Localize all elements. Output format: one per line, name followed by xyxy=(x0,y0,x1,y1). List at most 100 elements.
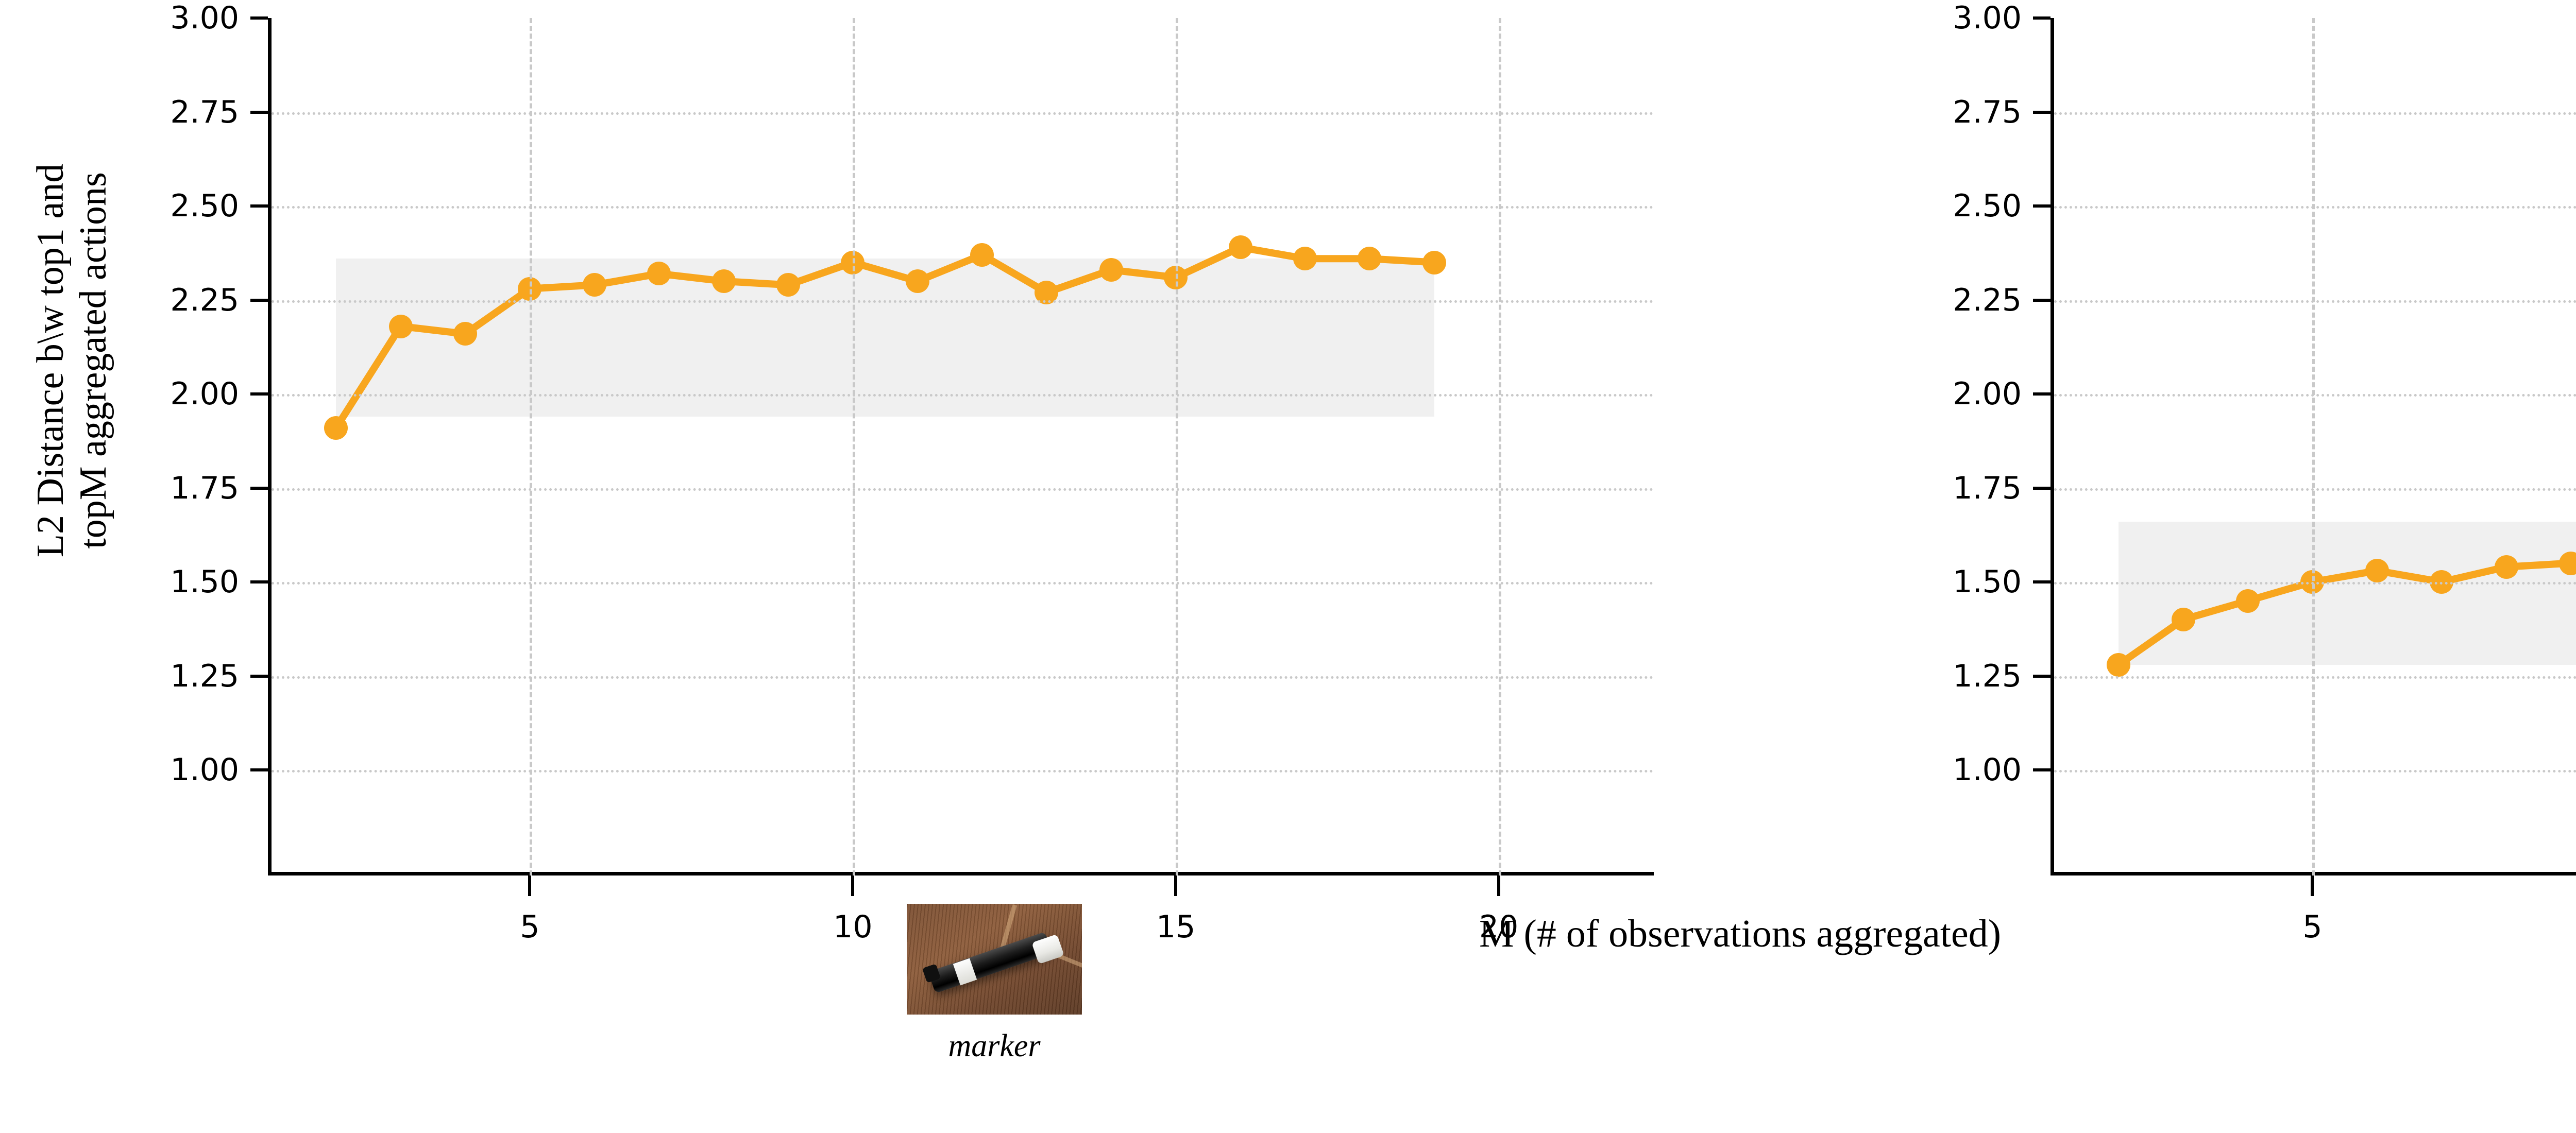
y-axis-tick xyxy=(2033,298,2050,302)
y-axis-tick xyxy=(250,674,268,678)
x-axis-tick-label: 10 xyxy=(833,909,873,945)
y-axis-tick-label: 2.50 xyxy=(170,188,239,224)
y-axis-tick xyxy=(2033,110,2050,114)
data-point xyxy=(2494,555,2518,579)
confidence-band xyxy=(2119,522,2576,665)
data-point xyxy=(1293,247,1317,271)
data-point xyxy=(324,416,348,440)
x-gridline xyxy=(1499,18,1502,876)
data-point xyxy=(776,273,800,297)
y-gridline xyxy=(272,394,1654,397)
x-axis-spine xyxy=(268,872,1654,876)
y-axis-tick-label: 1.75 xyxy=(1953,470,2022,506)
data-point xyxy=(970,243,994,267)
y-gridline xyxy=(272,770,1654,772)
data-point xyxy=(582,273,606,297)
y-axis-tick-label: 1.25 xyxy=(1953,658,2022,694)
y-axis-tick-label: 1.00 xyxy=(1953,752,2022,788)
x-axis-tick-label: 5 xyxy=(2302,909,2323,945)
x-axis-tick-label: 15 xyxy=(1156,909,1196,945)
y-axis-tick xyxy=(2033,768,2050,771)
y-axis-tick xyxy=(250,298,268,302)
y-axis-tick xyxy=(250,580,268,583)
data-point xyxy=(1228,235,1252,260)
y-gridline xyxy=(2054,488,2576,491)
y-axis-tick xyxy=(250,486,268,490)
y-axis-tick xyxy=(2033,674,2050,678)
plot-axes-marker: 3.00 2.75 2.50 2.25 2.00 1.75 1.50 1.25 1.00 5 10 1… xyxy=(170,0,1654,945)
x-gridline xyxy=(853,18,856,876)
thumbnail-caption: marker xyxy=(948,1028,1041,1063)
y-axis-tick xyxy=(250,392,268,396)
data-point xyxy=(388,314,413,338)
x-axis-tick-label: 20 xyxy=(1479,909,1519,945)
data-point xyxy=(1422,250,1446,274)
data-point xyxy=(2171,608,2195,631)
y-axis-tick-label: 1.75 xyxy=(170,470,239,506)
plot-area-marker xyxy=(272,18,1654,770)
data-point xyxy=(1358,247,1382,271)
y-gridline xyxy=(2054,394,2576,397)
y-axis-tick-label: 2.25 xyxy=(170,282,239,318)
y-axis-label-line-1: L2 Distance b\w top1 and xyxy=(29,163,72,558)
y-axis-tick xyxy=(2033,392,2050,396)
y-axis-spine xyxy=(268,18,272,876)
y-axis-tick-label: 2.00 xyxy=(170,376,239,412)
x-axis-tick-label: 5 xyxy=(520,909,540,945)
y-axis-tick-label: 2.00 xyxy=(1953,376,2022,412)
data-point xyxy=(905,269,929,293)
y-axis-tick xyxy=(250,110,268,114)
y-axis-tick-label: 1.25 xyxy=(170,658,239,694)
x-axis-tick xyxy=(851,876,855,896)
data-point xyxy=(647,262,671,286)
x-gridline xyxy=(2312,18,2315,876)
y-gridline xyxy=(272,112,1654,115)
y-gridline xyxy=(2054,112,2576,115)
x-axis-tick xyxy=(528,876,532,896)
y-axis-tick-label: 2.25 xyxy=(1953,282,2022,318)
y-axis-tick xyxy=(2033,580,2050,583)
plot-axes-pen: 3.002.752.502.252.001.751.501.251.005101… xyxy=(1953,0,2576,945)
y-axis-label-line-2: topM aggregated actions xyxy=(72,172,114,549)
thumbnail-marker: marker xyxy=(907,904,1082,1065)
data-point xyxy=(2558,551,2576,575)
y-gridline xyxy=(2054,582,2576,585)
data-point xyxy=(2365,559,2389,583)
y-axis-tick-label: 3.00 xyxy=(170,0,239,36)
data-point xyxy=(711,269,736,293)
data-point xyxy=(2236,589,2260,613)
x-axis-label: M (# of observations aggregated) xyxy=(1479,912,2001,955)
y-axis-tick-label: 2.50 xyxy=(1953,188,2022,224)
y-axis-tick xyxy=(2033,486,2050,490)
y-axis-tick xyxy=(2033,16,2050,20)
data-point xyxy=(1099,258,1123,282)
y-axis-tick xyxy=(2033,204,2050,208)
y-axis-tick-label: 1.00 xyxy=(170,752,239,788)
y-gridline xyxy=(272,488,1654,491)
y-axis-tick-label: 2.75 xyxy=(1953,94,2022,130)
x-axis-tick xyxy=(1497,876,1501,896)
y-axis-tick xyxy=(250,768,268,771)
y-gridline xyxy=(272,676,1654,679)
y-axis-tick-label: 1.50 xyxy=(170,564,239,600)
y-gridline xyxy=(2054,206,2576,209)
y-gridline xyxy=(2054,300,2576,303)
x-gridline xyxy=(530,18,533,876)
y-gridline xyxy=(272,206,1654,209)
y-axis-tick xyxy=(250,204,268,208)
data-point xyxy=(2107,653,2131,677)
y-axis-tick xyxy=(250,16,268,20)
y-axis-label: L2 Distance b\w top1 and topM aggregated… xyxy=(29,0,114,721)
y-axis-spine xyxy=(2050,18,2054,876)
y-axis-tick-label: 2.75 xyxy=(170,94,239,130)
y-axis-tick-label: 3.00 xyxy=(1953,0,2022,36)
y-gridline xyxy=(272,300,1654,303)
x-axis-tick xyxy=(2311,876,2314,896)
data-point xyxy=(453,322,478,346)
x-axis-tick xyxy=(1174,876,1178,896)
y-axis-tick-label: 1.50 xyxy=(1953,564,2022,600)
marker-photo xyxy=(907,904,1082,1015)
x-gridline xyxy=(1176,18,1179,876)
y-gridline xyxy=(272,582,1654,585)
